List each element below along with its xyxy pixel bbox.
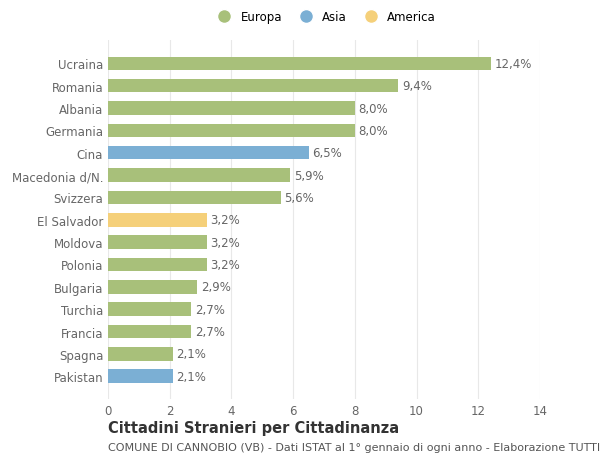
Text: 2,1%: 2,1% xyxy=(176,370,206,383)
Text: 2,9%: 2,9% xyxy=(201,281,231,294)
Text: 8,0%: 8,0% xyxy=(359,125,388,138)
Text: COMUNE DI CANNOBIO (VB) - Dati ISTAT al 1° gennaio di ogni anno - Elaborazione T: COMUNE DI CANNOBIO (VB) - Dati ISTAT al … xyxy=(108,442,600,452)
Text: 6,5%: 6,5% xyxy=(312,147,342,160)
Bar xyxy=(108,191,281,205)
Text: 5,6%: 5,6% xyxy=(284,191,314,205)
Bar xyxy=(108,347,173,361)
Text: 2,7%: 2,7% xyxy=(195,303,225,316)
Legend: Europa, Asia, America: Europa, Asia, America xyxy=(208,6,440,28)
Text: 3,2%: 3,2% xyxy=(211,258,240,271)
Text: 12,4%: 12,4% xyxy=(494,58,532,71)
Text: 3,2%: 3,2% xyxy=(211,236,240,249)
Bar xyxy=(108,213,207,227)
Text: 8,0%: 8,0% xyxy=(359,102,388,115)
Bar xyxy=(108,102,355,116)
Bar xyxy=(108,369,173,383)
Bar xyxy=(108,124,355,138)
Bar xyxy=(108,258,207,272)
Bar xyxy=(108,303,191,316)
Text: 3,2%: 3,2% xyxy=(211,214,240,227)
Bar xyxy=(108,236,207,249)
Bar xyxy=(108,280,197,294)
Text: 2,1%: 2,1% xyxy=(176,347,206,361)
Bar xyxy=(108,325,191,338)
Text: 2,7%: 2,7% xyxy=(195,325,225,338)
Text: 9,4%: 9,4% xyxy=(402,80,431,93)
Bar xyxy=(108,57,491,71)
Bar xyxy=(108,169,290,182)
Text: Cittadini Stranieri per Cittadinanza: Cittadini Stranieri per Cittadinanza xyxy=(108,420,399,435)
Bar xyxy=(108,147,308,160)
Text: 5,9%: 5,9% xyxy=(294,169,323,182)
Bar xyxy=(108,80,398,93)
